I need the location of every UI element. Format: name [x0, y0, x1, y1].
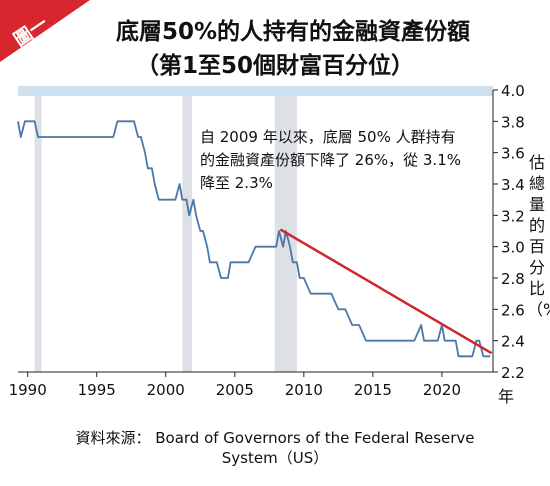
- x-tick-label: 1995: [78, 381, 116, 399]
- top-band: [18, 86, 493, 96]
- y-tick-label: 2.2: [501, 364, 525, 382]
- source-note: 資料來源： Board of Governors of the Federal …: [75, 429, 475, 447]
- y-tick-label: 3.2: [501, 207, 525, 225]
- chart-subtitle: （第1至50個財富百分位）: [135, 53, 414, 79]
- y-axis-label: 估總量的百分比（%）: [527, 153, 550, 319]
- y-tick-label: 2.6: [501, 301, 525, 319]
- x-tick-label: 2015: [354, 381, 392, 399]
- x-tick-label: 2000: [147, 381, 185, 399]
- recession-band: [34, 96, 42, 372]
- trend-line: [279, 228, 493, 355]
- y-tick-label: 3.4: [501, 176, 525, 194]
- chart-annotation: 自 2009 年以來，底層 50% 人群持有的金融資產份額下降了 26%，從 3…: [200, 128, 461, 192]
- y-tick-label: 4.0: [501, 82, 525, 100]
- figure-tag: 圖一: [0, 0, 90, 62]
- y-tick-label: 3.0: [501, 239, 525, 257]
- recession-band: [182, 96, 192, 372]
- series-line: [17, 120, 491, 358]
- chart-title: 底層50%的人持有的金融資產份額: [115, 19, 471, 45]
- x-tick-label: 2005: [216, 381, 254, 399]
- y-tick-label: 2.4: [501, 333, 525, 351]
- x-axis-unit: 年: [498, 387, 514, 406]
- source-note-cont: System（US）: [221, 449, 329, 467]
- y-tick-label: 3.8: [501, 113, 525, 131]
- y-tick-label: 2.8: [501, 270, 525, 288]
- x-tick-label: 1990: [9, 381, 47, 399]
- x-tick-label: 2010: [285, 381, 323, 399]
- y-tick-label: 3.6: [501, 145, 525, 163]
- x-tick-label: 2020: [423, 381, 461, 399]
